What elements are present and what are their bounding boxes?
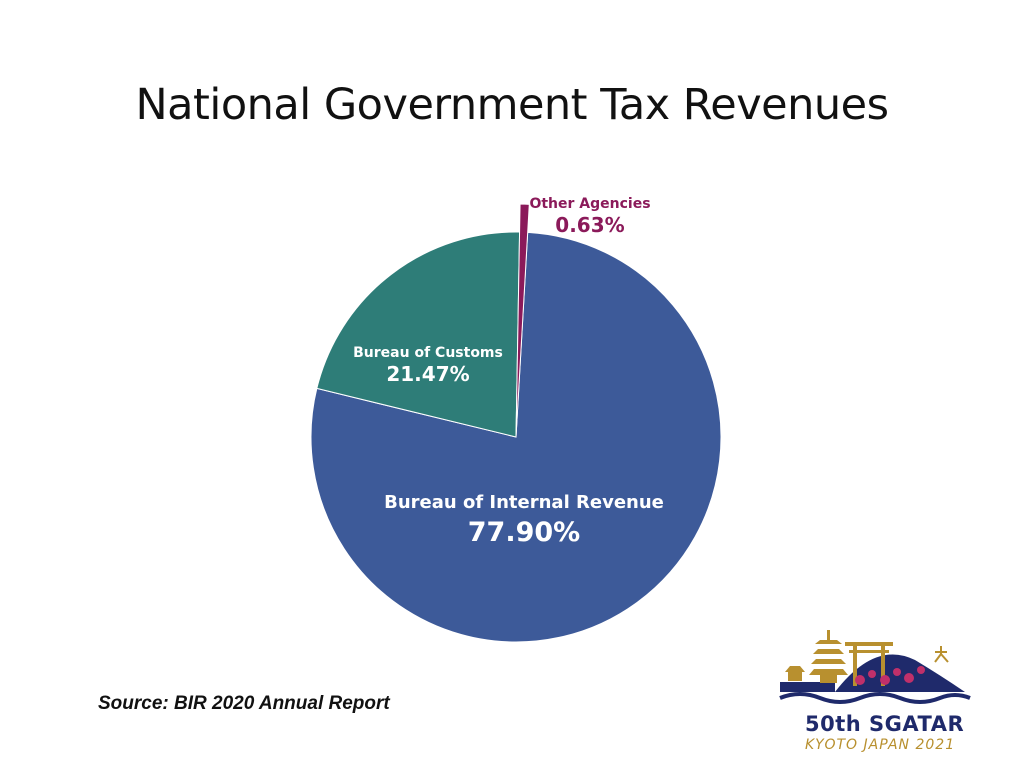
logo-emblem-icon	[779, 630, 971, 704]
other-agencies-label: Other Agencies	[529, 196, 650, 212]
source-note: Source: BIR 2020 Annual Report	[98, 693, 390, 714]
logo-text-sub: KYOTO JAPAN 2021	[805, 737, 956, 753]
slide-title: National Government Tax Revenues	[135, 80, 889, 130]
bir-label: Bureau of Internal Revenue	[384, 492, 664, 513]
pie-slice-bureau-of-customs	[316, 231, 521, 438]
sgatar-logo: 50th SGATAR KYOTO JAPAN 2021	[775, 620, 975, 760]
other-agencies-value-label: 0.63%	[555, 213, 624, 237]
customs-label: Bureau of Customs	[353, 345, 503, 361]
logo-text-main: 50th SGATAR	[805, 712, 965, 736]
customs-value-label: 21.47%	[386, 362, 469, 386]
pie-slice-other-agencies	[515, 203, 530, 438]
bir-value-label: 77.90%	[468, 517, 580, 548]
